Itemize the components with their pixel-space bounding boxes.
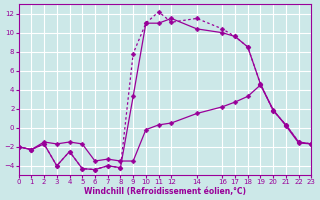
X-axis label: Windchill (Refroidissement éolien,°C): Windchill (Refroidissement éolien,°C) bbox=[84, 187, 246, 196]
